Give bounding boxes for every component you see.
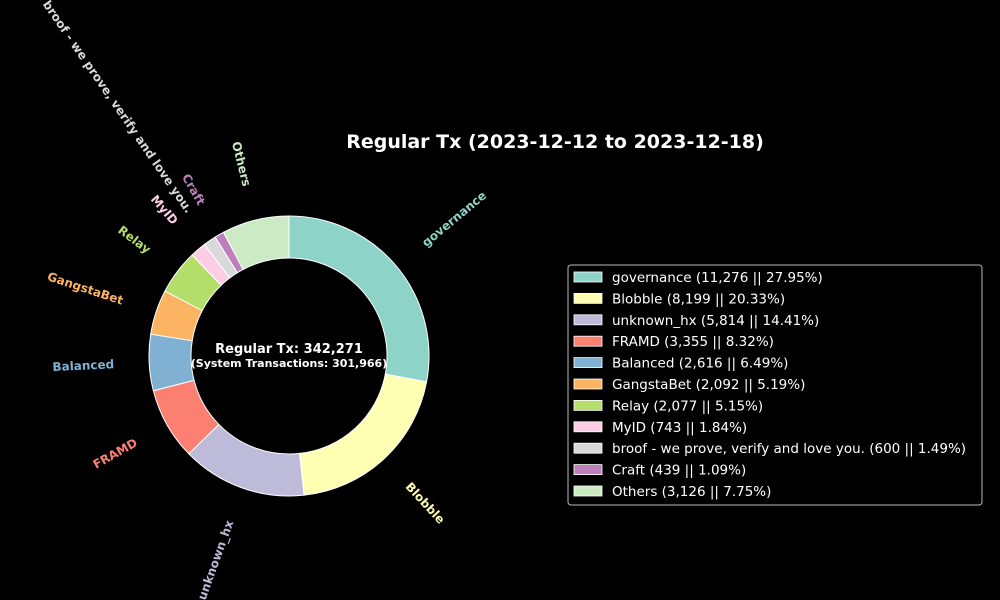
center-system-label: (System Transactions: 301,966) xyxy=(191,357,387,370)
legend-swatch-craft xyxy=(573,464,603,476)
slice-label-governance: governance xyxy=(419,188,489,249)
slice-label-blobble: Blobble xyxy=(403,480,448,527)
slice-label-broof-we-prove-verify-and-love-you: broof - we prove, verify and love you. xyxy=(40,0,196,216)
legend-swatch-relay xyxy=(573,399,603,411)
legend-box xyxy=(567,264,983,506)
slice-label-framd: FRAMD xyxy=(91,436,140,472)
legend-swatch-gangstabet xyxy=(573,378,603,390)
legend-swatch-unknown-hx xyxy=(573,314,603,326)
legend-swatch-broof-we-prove-verify-and-love-you xyxy=(573,442,603,454)
legend-entry-gangstabet: GangstaBet (2,092 || 5.19%) xyxy=(612,377,805,393)
legend-swatch-framd xyxy=(573,335,603,347)
slice-label-gangstabet: GangstaBet xyxy=(46,269,126,307)
legend-entry-myid: MyID (743 || 1.84%) xyxy=(612,420,747,436)
legend-swatch-myid xyxy=(573,421,603,433)
slice-balanced xyxy=(148,333,195,392)
slice-label-unknown-hx: unknown_hx xyxy=(195,518,238,600)
chart-legend: governance (11,276 || 27.95%) Blobble (8,… xyxy=(567,264,983,506)
legend-entry-craft: Craft (439 || 1.09%) xyxy=(612,463,746,479)
legend-entry-unknown-hx: unknown_hx (5,814 || 14.41%) xyxy=(612,313,819,329)
legend-swatch-governance xyxy=(573,271,603,283)
legend-entry-blobble: Blobble (8,199 || 20.33%) xyxy=(612,291,785,307)
legend-swatch-balanced xyxy=(573,357,603,369)
legend-entry-relay: Relay (2,077 || 5.15%) xyxy=(612,398,763,414)
chart-title: Regular Tx (2023-12-12 to 2023-12-18) xyxy=(346,131,764,153)
legend-swatch-blobble xyxy=(573,292,603,304)
legend-entry-broof-we-prove-verify-and-love-you: broof - we prove, verify and love you. (… xyxy=(612,441,966,457)
legend-entry-others: Others (3,126 || 7.75%) xyxy=(612,484,771,500)
legend-entry-governance: governance (11,276 || 27.95%) xyxy=(612,270,823,286)
center-total-label: Regular Tx: 342,271 xyxy=(215,342,363,357)
slice-others xyxy=(222,215,290,271)
slice-label-others: Others xyxy=(229,140,254,188)
slice-blobble xyxy=(299,373,428,496)
slice-label-balanced: Balanced xyxy=(52,357,114,374)
slice-labels: governance Blobble unknown_hx FRAMD Balanced… xyxy=(40,0,489,600)
slice-label-relay: Relay xyxy=(115,223,153,257)
legend-entry-framd: FRAMD (3,355 || 8.32%) xyxy=(612,334,774,350)
legend-entry-balanced: Balanced (2,616 || 6.49%) xyxy=(612,356,788,372)
legend-swatch-others xyxy=(573,485,603,497)
donut-slices xyxy=(148,215,430,497)
